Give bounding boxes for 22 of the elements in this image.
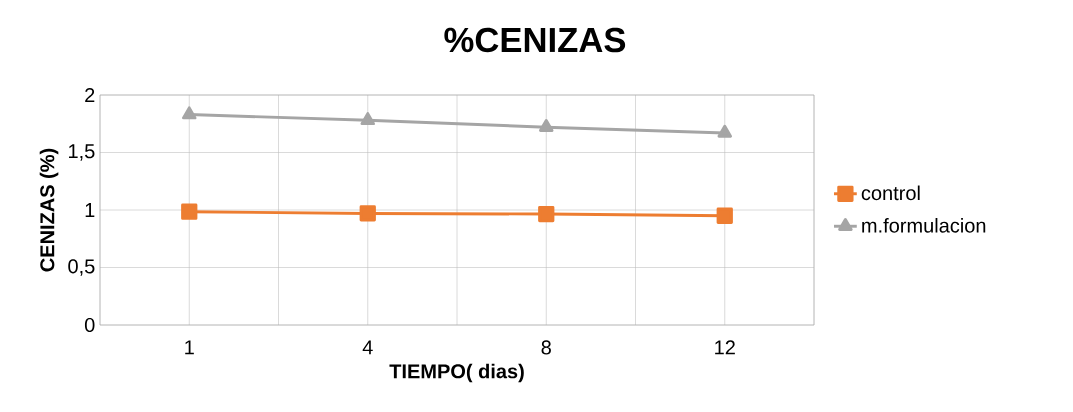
point [360, 112, 375, 126]
chart-title: %CENIZAS [444, 27, 626, 53]
x-tick-label: 8 [541, 340, 551, 355]
y-tick-label: 1,5 [69, 144, 95, 161]
x-axis-title: TIEMPO( dias) [389, 363, 524, 383]
point [717, 124, 732, 138]
y-tick-label: 0 [84, 317, 95, 333]
y-tick-label: 0,5 [68, 259, 95, 276]
y-tick-label: 2 [85, 88, 95, 102]
x-tick-label: 1 [185, 340, 194, 355]
point [539, 119, 554, 133]
y-axis-title: CENIZAS (%) [39, 148, 59, 272]
x-tick-label: 4 [362, 340, 373, 355]
legend-label: control [861, 185, 920, 201]
point [181, 203, 198, 220]
point [359, 205, 376, 222]
point [716, 207, 733, 224]
point [538, 205, 555, 223]
point [182, 106, 197, 120]
x-tick-label: 12 [715, 340, 735, 355]
legend-label: m.formulacion [862, 218, 986, 233]
y-tick-label: 1 [85, 203, 95, 217]
